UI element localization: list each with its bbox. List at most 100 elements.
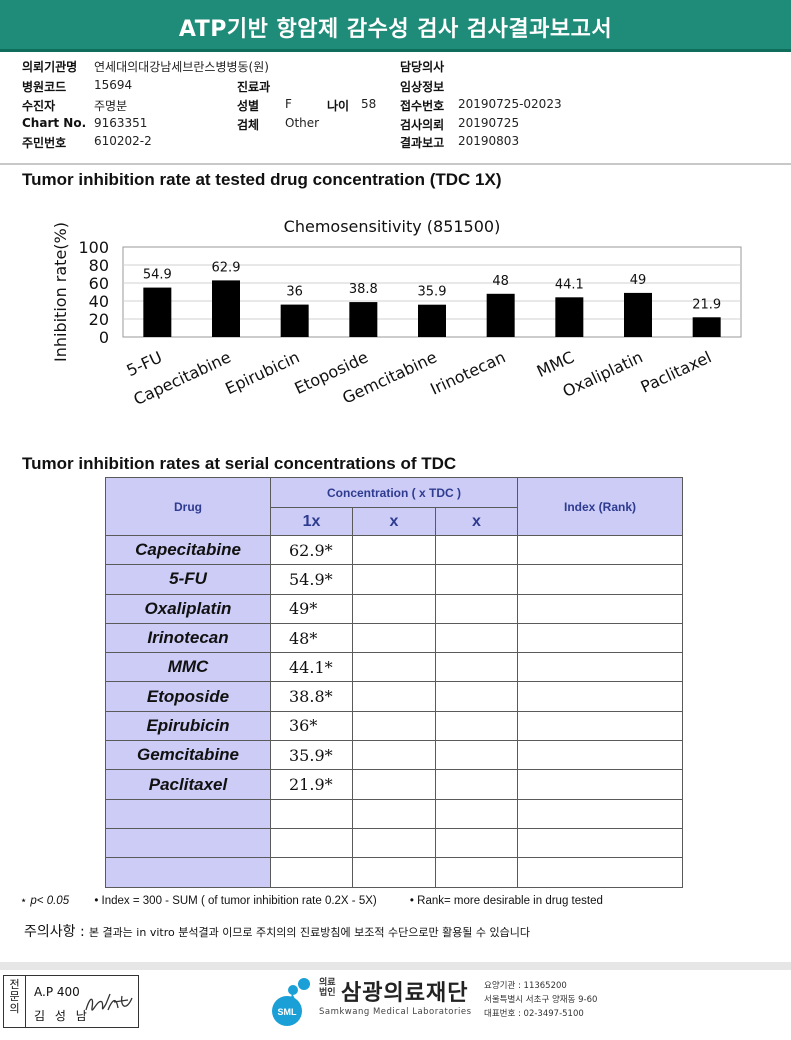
y-tick-label: 100 [78,238,109,257]
receipt-no-value: 20190725-02023 [458,97,562,111]
id-no-label: 주민번호 [22,136,67,150]
receipt-no-label: 접수번호 [400,99,445,113]
stamp-name: 김 성 남 [34,1009,90,1023]
x-tick-label: Paclitaxel [638,347,715,396]
info-divider [0,163,791,165]
drug-name-cell: Capecitabine [105,534,271,566]
caution-text: 본 결과는 in vitro 분석결과 이므로 주치의의 진료방침에 보조적 수… [88,926,531,939]
report-title: ATP기반 항암제 감수성 검사 검사결과보고서 [178,17,613,42]
y-tick-label: 80 [89,256,109,275]
table-row [105,798,683,829]
conc-x3-cell [435,798,518,829]
drug-name-cell [105,827,271,859]
conc-1x-cell: 38.8* [270,681,353,712]
y-tick-label: 60 [89,274,109,293]
table-row [105,827,683,859]
concentration-header: Concentration ( x TDC ) [270,477,518,508]
institution-label: 의뢰기관명 [22,60,78,74]
address: 서울특별시 서초구 양재동 9-60 [484,995,598,1005]
conc-x2-cell [352,740,436,771]
examinee-value: 주명분 [94,99,128,113]
conc-x2-cell [352,769,436,800]
conc-1x-cell: 36* [270,710,353,742]
report-date-value: 20190803 [458,134,520,148]
index-rank-cell [517,740,683,771]
conc-1x-cell: 35.9* [270,740,353,771]
svg-text:SML: SML [278,1007,298,1017]
table-row: Etoposide 38.8* [105,681,683,712]
section2-title: Tumor inhibition rates at serial concent… [22,454,457,473]
results-table-body: Capecitabine 62.9* 5-FU 54.9* Oxaliplatin 49*… [105,534,683,888]
drug-name-cell: 5-FU [105,564,271,595]
index-rank-cell [517,593,683,624]
conc-x3-cell [435,564,518,595]
request-label: 검사의뢰 [400,118,445,132]
hospital-code-value: 15694 [94,78,133,92]
bar [143,287,172,337]
data-label: 35.9 [418,285,447,300]
conc-1x-cell: 48* [270,622,353,654]
y-tick-label: 20 [89,310,109,329]
data-label: 49 [630,273,647,288]
contact-info: 요양기관 : 11365200 서울특별시 서초구 양재동 9-60 대표번호 … [484,979,597,1021]
bar [624,292,652,337]
x-tick-label: 5-FU [124,347,165,380]
org-english-name: Samkwang Medical Laboratories [319,1007,472,1017]
table-row: MMC 44.1* [105,652,683,683]
conc-x3-cell [435,769,518,800]
table-notes: ⋆ p< 0.05 • Index = 300 - SUM ( of tumor… [20,893,603,907]
conc-x2-cell [352,652,436,683]
conc-x-header-2: x [352,507,436,536]
index-rank-cell [517,534,683,566]
table-row: Oxaliplatin 49* [105,593,683,624]
x-tick-label: MMC [534,347,577,381]
hospital-code-label: 병원코드 [22,80,67,94]
org-prefix: 의료 법인 [319,978,336,998]
conc-x3-cell [435,593,518,624]
doctor-label: 담당의사 [400,60,445,74]
drug-name-cell: Epirubicin [105,710,271,742]
report-title-bar: ATP기반 항암제 감수성 검사 검사결과보고서 [0,0,791,52]
request-date-value: 20190725 [458,116,520,130]
index-rank-cell [517,857,683,888]
conc-x3-cell [435,534,518,566]
conc-1x-cell: 49* [270,593,353,624]
conc-x2-cell [352,681,436,712]
drug-name-cell: Oxaliplatin [105,593,271,624]
chart-title: Chemosensitivity (851500) [284,217,501,236]
chart-no-value: 9163351 [94,116,148,130]
index-rank-cell [517,798,683,829]
conc-x2-cell [352,857,436,888]
conc-x-header-3: x [435,507,518,536]
id-no-value: 610202-2 [94,134,152,148]
phone-number: 대표번호 : 02-3497-5100 [484,1009,584,1019]
report-label: 결과보고 [400,136,445,150]
department-label: 진료과 [237,80,271,94]
conc-1x-cell: 62.9* [270,534,353,566]
bar [280,304,309,337]
sml-logo-icon: SML [272,978,310,1026]
conc-x3-cell [435,740,518,771]
bar [212,280,240,337]
bar [555,297,584,337]
caution-note: 주의사항 : 본 결과는 in vitro 분석결과 이므로 주치의의 진료방침… [24,921,530,941]
conc-x2-cell [352,534,436,566]
conc-x3-cell [435,652,518,683]
examinee-label: 수진자 [22,99,56,113]
org-name: 삼광의료재단 [341,981,469,1006]
bar [418,304,446,337]
index-rank-cell [517,652,683,683]
index-rank-cell [517,681,683,712]
conc-1x-cell [270,827,353,859]
table-row: 5-FU 54.9* [105,564,683,595]
conc-1x-cell: 44.1* [270,652,353,683]
conc-x2-cell [352,564,436,595]
index-note: • Index = 300 - SUM ( of tumor inhibitio… [94,895,377,907]
chart-no-label: Chart No. [22,116,87,130]
data-label: 62.9 [212,260,241,275]
data-label: 38.8 [349,282,378,297]
drug-name-cell: Etoposide [105,681,271,712]
